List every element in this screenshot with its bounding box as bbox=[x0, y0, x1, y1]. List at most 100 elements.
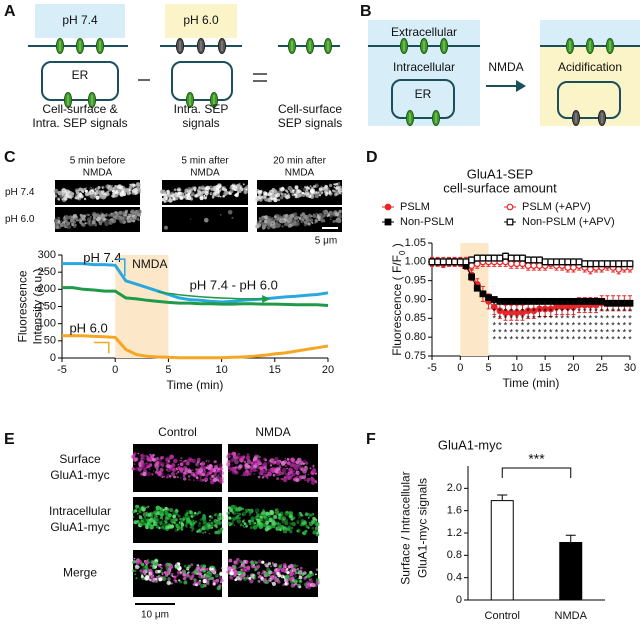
speckle bbox=[285, 194, 290, 200]
significance-star: * bbox=[628, 306, 632, 316]
speckle bbox=[324, 184, 328, 189]
marker bbox=[615, 265, 623, 273]
marker bbox=[620, 260, 628, 268]
marker bbox=[598, 260, 606, 268]
speckle bbox=[273, 197, 277, 200]
speckle bbox=[236, 571, 240, 575]
speckle bbox=[290, 566, 294, 569]
speckle bbox=[302, 470, 304, 472]
significance-star: * bbox=[611, 306, 615, 316]
speckle bbox=[111, 189, 115, 193]
speckle bbox=[187, 569, 190, 572]
speckle bbox=[198, 572, 202, 576]
speckle bbox=[311, 526, 315, 530]
speckle bbox=[286, 458, 290, 461]
speckle bbox=[276, 511, 280, 514]
speckle bbox=[188, 478, 191, 481]
speckle bbox=[241, 474, 243, 477]
speckle bbox=[132, 189, 136, 193]
speckle bbox=[298, 218, 302, 221]
speckle bbox=[86, 213, 89, 217]
speckle bbox=[234, 193, 239, 198]
speckle bbox=[314, 526, 319, 531]
speckle bbox=[233, 512, 237, 516]
speckle bbox=[277, 516, 281, 519]
speckle bbox=[240, 187, 244, 192]
significance-star: * bbox=[555, 334, 559, 344]
speckle bbox=[189, 458, 194, 463]
speckle bbox=[307, 513, 309, 515]
speckle bbox=[191, 529, 194, 532]
speckle bbox=[183, 580, 188, 585]
speckle bbox=[291, 193, 295, 197]
speckle bbox=[314, 472, 317, 475]
legend-marker bbox=[384, 218, 392, 226]
speckle bbox=[140, 524, 142, 527]
speckle bbox=[201, 463, 205, 467]
speckle bbox=[275, 222, 279, 226]
speckle bbox=[215, 578, 220, 583]
series-label: pH 7.4 bbox=[83, 250, 121, 265]
speckle bbox=[316, 531, 320, 535]
y-tick-label: 0.4 bbox=[447, 572, 462, 584]
speckle bbox=[176, 475, 179, 479]
caption: Cell-surface bbox=[278, 102, 342, 116]
speckle bbox=[270, 519, 276, 525]
speckle bbox=[171, 573, 174, 575]
speckle bbox=[141, 507, 146, 512]
speckle bbox=[176, 513, 179, 516]
speckle bbox=[239, 565, 242, 568]
speckle bbox=[315, 192, 317, 195]
speckle bbox=[179, 517, 182, 521]
speckle bbox=[172, 575, 174, 578]
speckle bbox=[299, 523, 303, 527]
speckle bbox=[304, 475, 307, 478]
speckle bbox=[307, 194, 310, 197]
speckle bbox=[309, 189, 315, 194]
speckle bbox=[311, 583, 316, 588]
speckle bbox=[232, 520, 234, 522]
speckle bbox=[236, 557, 240, 562]
speckle bbox=[285, 510, 289, 514]
speckle bbox=[231, 183, 236, 187]
speckle bbox=[271, 571, 274, 574]
panel-label: D bbox=[366, 149, 378, 166]
speckle bbox=[163, 519, 167, 523]
speckle bbox=[243, 526, 246, 529]
significance-star: * bbox=[543, 320, 547, 330]
speckle bbox=[159, 526, 161, 528]
speckle bbox=[257, 459, 260, 462]
speckle bbox=[289, 477, 292, 479]
speckle bbox=[210, 521, 214, 525]
speckle bbox=[155, 525, 160, 529]
significance-star: * bbox=[566, 334, 570, 344]
speckle bbox=[182, 518, 185, 521]
speckle bbox=[265, 199, 267, 202]
y-tick-label: 300 bbox=[38, 249, 56, 261]
significance-star: * bbox=[611, 320, 615, 330]
speckle bbox=[283, 579, 287, 582]
speckle bbox=[205, 460, 207, 462]
speckle bbox=[243, 189, 248, 195]
speckle bbox=[206, 571, 208, 573]
speckle bbox=[214, 190, 217, 192]
speckle bbox=[220, 567, 223, 570]
speckle bbox=[135, 577, 138, 580]
speckle bbox=[181, 569, 187, 575]
speckle bbox=[276, 467, 281, 471]
speckle bbox=[246, 459, 252, 464]
speckle bbox=[284, 458, 287, 460]
speckle bbox=[200, 462, 203, 464]
speckle bbox=[263, 563, 266, 566]
speckle bbox=[317, 192, 320, 194]
speckle bbox=[172, 510, 177, 515]
speckle bbox=[222, 194, 225, 198]
speckle bbox=[262, 457, 266, 461]
speckle bbox=[219, 479, 224, 484]
speckle bbox=[197, 581, 200, 584]
speckle bbox=[226, 570, 231, 574]
speckle bbox=[87, 217, 92, 222]
speckle bbox=[238, 455, 243, 461]
speckle bbox=[233, 571, 238, 575]
speckle bbox=[229, 189, 234, 194]
